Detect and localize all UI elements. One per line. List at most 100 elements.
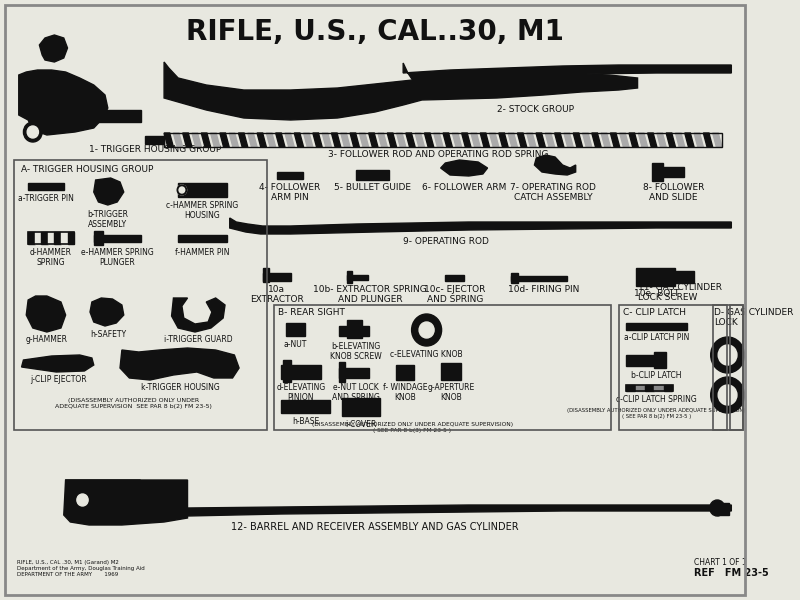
Bar bbox=[339, 326, 370, 336]
Text: i-COVER: i-COVER bbox=[346, 420, 377, 429]
Polygon shape bbox=[397, 133, 406, 147]
Polygon shape bbox=[546, 133, 554, 147]
Polygon shape bbox=[434, 133, 443, 147]
Polygon shape bbox=[285, 133, 294, 147]
Text: 4- FOLLOWER
ARM PIN: 4- FOLLOWER ARM PIN bbox=[259, 183, 320, 202]
Bar bbox=[339, 368, 370, 378]
Bar bbox=[94, 235, 141, 242]
Polygon shape bbox=[403, 63, 731, 80]
Text: h-BASE: h-BASE bbox=[292, 417, 319, 426]
Bar bbox=[619, 305, 726, 430]
Circle shape bbox=[72, 489, 93, 511]
Polygon shape bbox=[666, 133, 675, 147]
Text: a-NUT: a-NUT bbox=[284, 340, 307, 349]
Text: e-NUT LOCK
AND SPRING: e-NUT LOCK AND SPRING bbox=[332, 383, 380, 403]
Polygon shape bbox=[331, 133, 341, 147]
Polygon shape bbox=[694, 133, 703, 147]
Text: RIFLE, U.S., CAL .30, M1 (Garand) M2
Department of the Army, Douglas Training Ai: RIFLE, U.S., CAL .30, M1 (Garand) M2 Dep… bbox=[17, 560, 145, 577]
Bar bbox=[28, 232, 74, 244]
Bar bbox=[626, 385, 673, 391]
Text: REF   FM 23-5: REF FM 23-5 bbox=[694, 568, 769, 578]
Polygon shape bbox=[210, 133, 220, 147]
Bar bbox=[42, 232, 48, 244]
Bar bbox=[718, 503, 729, 515]
Text: 5- BULLET GUIDE: 5- BULLET GUIDE bbox=[334, 183, 410, 192]
Text: 11- GAS CYLINDER
LOCK SCREW: 11- GAS CYLINDER LOCK SCREW bbox=[638, 283, 722, 302]
Polygon shape bbox=[387, 133, 397, 147]
Text: 7- OPERATING ROD
CATCH ASSEMBLY: 7- OPERATING ROD CATCH ASSEMBLY bbox=[510, 183, 596, 202]
Bar bbox=[282, 400, 330, 413]
Polygon shape bbox=[415, 133, 425, 147]
Bar bbox=[626, 385, 634, 391]
Bar bbox=[654, 352, 666, 368]
Polygon shape bbox=[610, 133, 620, 147]
Text: 10b- EXTRACTOR SPRING
AND PLUNGER: 10b- EXTRACTOR SPRING AND PLUNGER bbox=[314, 285, 427, 304]
Text: 10a
EXTRACTOR: 10a EXTRACTOR bbox=[250, 285, 303, 304]
Text: A- TRIGGER HOUSING GROUP: A- TRIGGER HOUSING GROUP bbox=[21, 165, 153, 174]
Polygon shape bbox=[90, 298, 124, 326]
Text: g-HAMMER: g-HAMMER bbox=[26, 335, 68, 344]
Polygon shape bbox=[359, 133, 369, 147]
Polygon shape bbox=[39, 35, 67, 62]
Text: d-ELEVATING
PINION: d-ELEVATING PINION bbox=[276, 383, 326, 403]
Polygon shape bbox=[582, 133, 592, 147]
Text: 6- FOLLOWER ARM: 6- FOLLOWER ARM bbox=[422, 183, 506, 192]
Bar bbox=[713, 305, 742, 430]
Text: 10e- BOLT: 10e- BOLT bbox=[634, 289, 679, 298]
Polygon shape bbox=[94, 178, 124, 205]
Text: b-CLIP LATCH: b-CLIP LATCH bbox=[631, 371, 682, 380]
Polygon shape bbox=[64, 480, 187, 525]
Text: c-HAMMER SPRING
HOUSING: c-HAMMER SPRING HOUSING bbox=[166, 201, 238, 220]
Bar bbox=[34, 232, 42, 244]
Circle shape bbox=[710, 500, 725, 516]
Text: 1- TRIGGER HOUSING GROUP: 1- TRIGGER HOUSING GROUP bbox=[89, 145, 222, 154]
Polygon shape bbox=[675, 133, 685, 147]
Polygon shape bbox=[647, 133, 657, 147]
Text: f- WINDAGE
KNOB: f- WINDAGE KNOB bbox=[382, 383, 427, 403]
Polygon shape bbox=[248, 133, 257, 147]
Polygon shape bbox=[276, 133, 285, 147]
Polygon shape bbox=[230, 218, 731, 234]
Bar bbox=[94, 231, 103, 245]
Bar bbox=[356, 170, 389, 180]
Bar bbox=[636, 268, 675, 286]
Bar bbox=[339, 362, 345, 382]
Circle shape bbox=[412, 314, 442, 346]
Polygon shape bbox=[406, 133, 415, 147]
Text: 10d- FIRING PIN: 10d- FIRING PIN bbox=[508, 285, 579, 294]
Text: a-CLIP LATCH PIN: a-CLIP LATCH PIN bbox=[624, 333, 689, 342]
Polygon shape bbox=[220, 133, 229, 147]
Circle shape bbox=[23, 122, 42, 142]
Bar bbox=[67, 232, 74, 244]
Bar bbox=[636, 385, 644, 391]
Circle shape bbox=[718, 385, 737, 405]
Bar bbox=[446, 275, 464, 281]
Bar bbox=[511, 276, 567, 281]
Text: 9- OPERATING ROD: 9- OPERATING ROD bbox=[403, 237, 489, 246]
Bar bbox=[282, 365, 321, 379]
Bar bbox=[675, 271, 694, 283]
Text: RIFLE, U.S., CAL..30, M1: RIFLE, U.S., CAL..30, M1 bbox=[186, 18, 564, 46]
Text: b-ELEVATING
KNOB SCREW: b-ELEVATING KNOB SCREW bbox=[330, 342, 382, 361]
Bar bbox=[396, 365, 414, 380]
Bar bbox=[286, 323, 305, 336]
Polygon shape bbox=[685, 133, 694, 147]
Polygon shape bbox=[171, 298, 225, 332]
Polygon shape bbox=[378, 133, 387, 147]
Polygon shape bbox=[202, 133, 210, 147]
Polygon shape bbox=[471, 133, 480, 147]
Text: (DISASSEMBLY AUTHORIZED ONLY UNDER ADEQUATE SUPERVISION)
( SEE PAR 8 b(2) FM 23-: (DISASSEMBLY AUTHORIZED ONLY UNDER ADEQU… bbox=[567, 408, 746, 419]
Polygon shape bbox=[498, 133, 508, 147]
Text: B- REAR SIGHT: B- REAR SIGHT bbox=[278, 308, 345, 317]
Bar bbox=[262, 273, 290, 281]
Polygon shape bbox=[536, 133, 546, 147]
Polygon shape bbox=[120, 348, 239, 380]
Text: b-TRIGGER
ASSEMBLY: b-TRIGGER ASSEMBLY bbox=[87, 210, 128, 229]
Polygon shape bbox=[182, 133, 192, 147]
Bar bbox=[28, 232, 34, 244]
Bar bbox=[342, 398, 380, 416]
Bar bbox=[274, 305, 611, 430]
Polygon shape bbox=[164, 133, 174, 147]
Polygon shape bbox=[713, 133, 722, 147]
Polygon shape bbox=[26, 296, 66, 332]
